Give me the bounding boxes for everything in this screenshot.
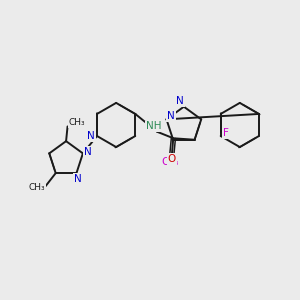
Text: N: N [74, 174, 82, 184]
Text: F: F [223, 128, 229, 138]
Text: CH₃: CH₃ [28, 183, 45, 192]
Text: CH₃: CH₃ [69, 118, 85, 127]
Text: N: N [87, 131, 95, 141]
Text: N: N [176, 96, 184, 106]
Text: O: O [168, 154, 176, 164]
Text: N: N [84, 147, 92, 157]
Text: N: N [167, 111, 175, 122]
Text: CF₃: CF₃ [161, 157, 179, 167]
Text: NH: NH [146, 122, 161, 131]
